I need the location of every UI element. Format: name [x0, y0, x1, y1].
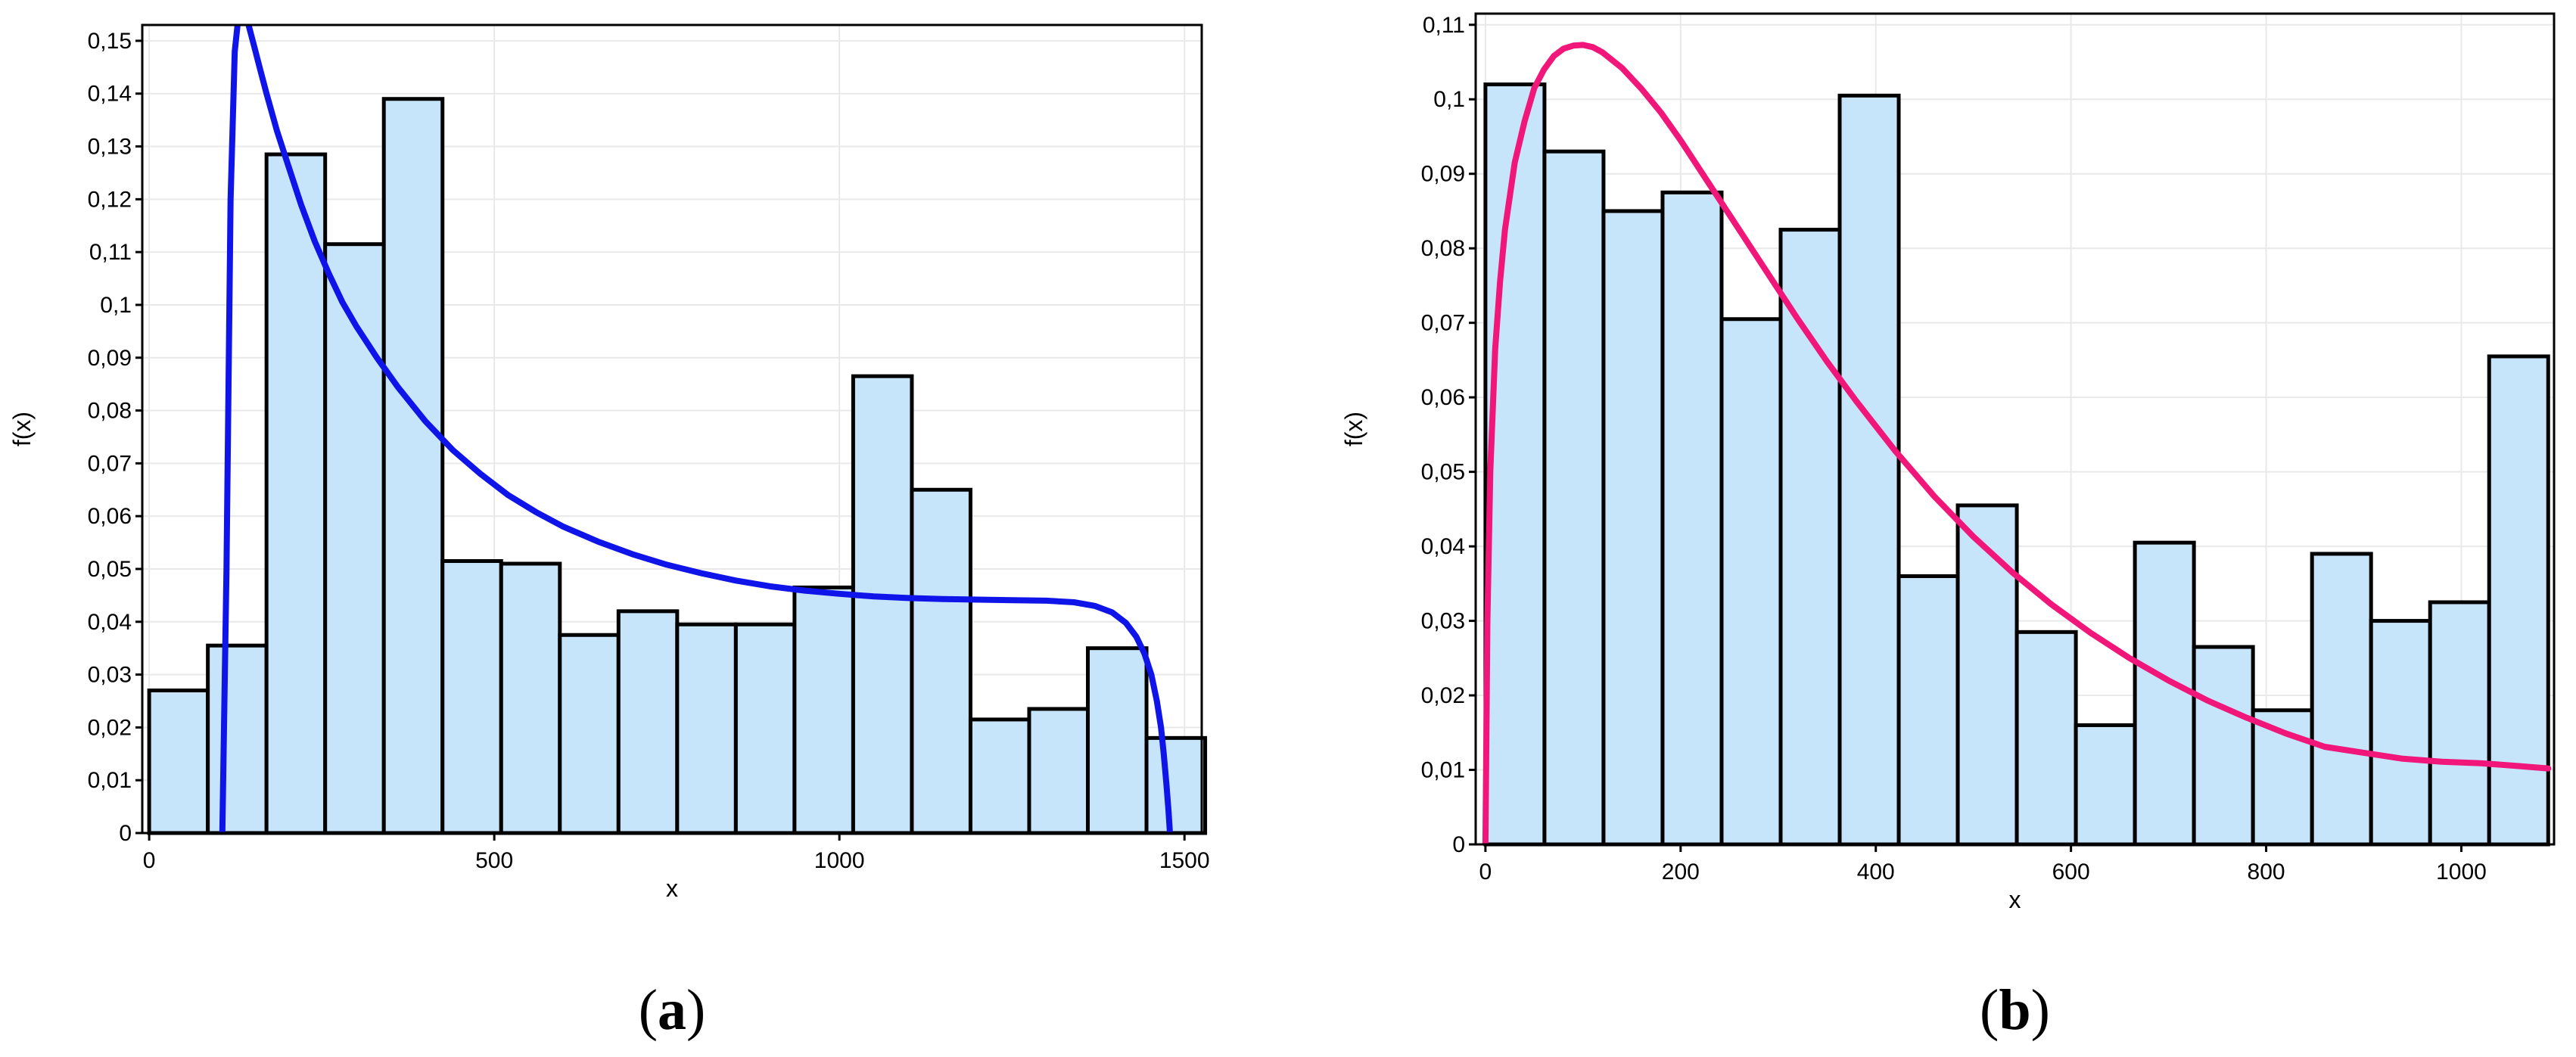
panel-a-y-tick-label: 0,06: [88, 504, 132, 529]
panel-b-bar: [2192, 645, 2255, 847]
panel-b-y-tick-label: 0,08: [1421, 236, 1465, 261]
panel-b-bar: [2310, 552, 2373, 847]
panel-b-bar: [1955, 503, 2019, 847]
panel-b-x-tick-label: 800: [2248, 860, 2285, 884]
panel-a-bar: [1086, 646, 1149, 835]
panel-a-bar: [1027, 707, 1090, 835]
panel-b-y-tick-label: 0,02: [1421, 683, 1465, 708]
panel-a-bar: [792, 585, 855, 835]
panel-b-x-tick-label: 400: [1857, 860, 1895, 884]
panel-b-bar: [1719, 317, 1783, 847]
panel-b-x-tick-label: 200: [1662, 860, 1700, 884]
panel-a-axes-frame: [141, 23, 1203, 835]
panel-b-bar: [1837, 93, 1901, 847]
panel-b-y-tick-label: 0: [1452, 832, 1465, 857]
panel-a-y-tick-label: 0,15: [88, 29, 132, 54]
panel-b-bar: [1778, 228, 1842, 847]
panel-a-bar: [851, 374, 914, 835]
panel-b-x-tick-label: 0: [1479, 860, 1492, 884]
panel-b-y-tick-label: 0,07: [1421, 311, 1465, 336]
panel-a-x-tick-label: 0: [143, 848, 156, 873]
panel-a-y-tick-label: 0,04: [88, 610, 132, 635]
panel-a-x-tick-label: 1000: [814, 848, 865, 873]
panel-a-bar: [733, 622, 797, 835]
panel-a-x-tick-label: 1500: [1159, 848, 1210, 873]
panel-b-x-tick-label: 600: [2052, 860, 2090, 884]
panel-b-bar: [2487, 354, 2550, 847]
panel-b-bar: [1896, 574, 1960, 847]
panel-b-bar: [1483, 82, 1547, 847]
panel-a-y-tick-label: 0: [119, 821, 132, 846]
panel-b-bar: [2428, 600, 2491, 847]
panel-b-bar: [2074, 723, 2137, 847]
panel-a-x-axis-label: x: [666, 875, 678, 902]
panel-b-y-tick-label: 0,01: [1421, 758, 1465, 783]
panel-b-axes-frame: [1474, 12, 2556, 846]
panel-b-y-tick-label: 0,11: [1423, 13, 1465, 38]
panel-a-bar: [499, 561, 562, 835]
panel-b-bar: [1542, 149, 1606, 847]
panel-b-y-tick-label: 0,06: [1421, 385, 1465, 410]
panel-a-bar: [675, 622, 738, 835]
panel-a-x-tick-label: 500: [475, 848, 513, 873]
panel-b-y-tick-label: 0,05: [1421, 460, 1465, 485]
panel-b-bar: [2369, 619, 2432, 847]
panel-b-chart: 0 0,01 0,02 0,03 0,04 0,05 0,06 0,07 0,08 0,09 0,1…: [1340, 12, 2556, 1042]
panel-a-y-tick-label: 0,02: [88, 715, 132, 740]
panel-a-y-tick-label: 0,05: [88, 557, 132, 582]
panel-b-y-tick-label: 0,04: [1421, 534, 1465, 559]
panel-a-y-tick-label: 0,11: [89, 240, 132, 265]
panel-b-caption-label: (b): [1980, 978, 2050, 1042]
panel-a-y-axis-label: f(x): [8, 412, 36, 446]
panel-a-bar: [616, 609, 680, 835]
panel-a-bar: [381, 97, 445, 835]
panel-b-bar: [1601, 209, 1665, 847]
panel-b-bar: [1660, 190, 1724, 847]
panel-a-bar: [1144, 735, 1208, 835]
panel-b-density-curve: [1482, 42, 2552, 844]
panel-b-x-tick-label: 1000: [2436, 860, 2487, 884]
panel-b-bar: [2014, 630, 2078, 847]
panel-a-bar: [323, 242, 386, 835]
panel-a-y-tick-label: 0,13: [88, 135, 132, 160]
panel-a-bar: [558, 633, 621, 835]
panel-b-y-tick-label: 0,03: [1421, 609, 1465, 634]
panel-a-chart: 0 0,01 0,02 0,03 0,04 0,05 0,06 0,07 0,08 0,09 0,1…: [8, 23, 1210, 1042]
panel-b-y-tick-label: 0,09: [1421, 162, 1465, 187]
panel-a-bar: [440, 559, 503, 835]
panel-b-x-axis-label: x: [2009, 886, 2021, 913]
panel-a-bar: [206, 643, 269, 835]
panel-b-y-tick-label: 0,1: [1433, 87, 1465, 112]
panel-a-y-tick-label: 0,12: [88, 187, 132, 212]
panel-b-bar: [2133, 540, 2196, 847]
panel-a-y-tick-label: 0,07: [88, 451, 132, 476]
panel-a-y-tick-label: 0,08: [88, 399, 132, 424]
panel-a-bar: [968, 717, 1031, 835]
panel-a-y-tick-label: 0,09: [88, 346, 132, 371]
panel-b-y-axis-label: f(x): [1340, 412, 1367, 446]
panel-a-density-curve: [219, 25, 1173, 833]
panel-a-bar: [147, 689, 210, 835]
panel-a-y-tick-label: 0,14: [88, 82, 132, 107]
panel-a-y-tick-label: 0,03: [88, 663, 132, 688]
panel-a-y-tick-label: 0,01: [88, 768, 132, 793]
panel-a-bar: [264, 152, 328, 835]
panel-a-bar: [910, 487, 972, 835]
panel-a-y-tick-label: 0,1: [100, 293, 132, 318]
panel-a-caption-label: (a): [639, 978, 706, 1042]
